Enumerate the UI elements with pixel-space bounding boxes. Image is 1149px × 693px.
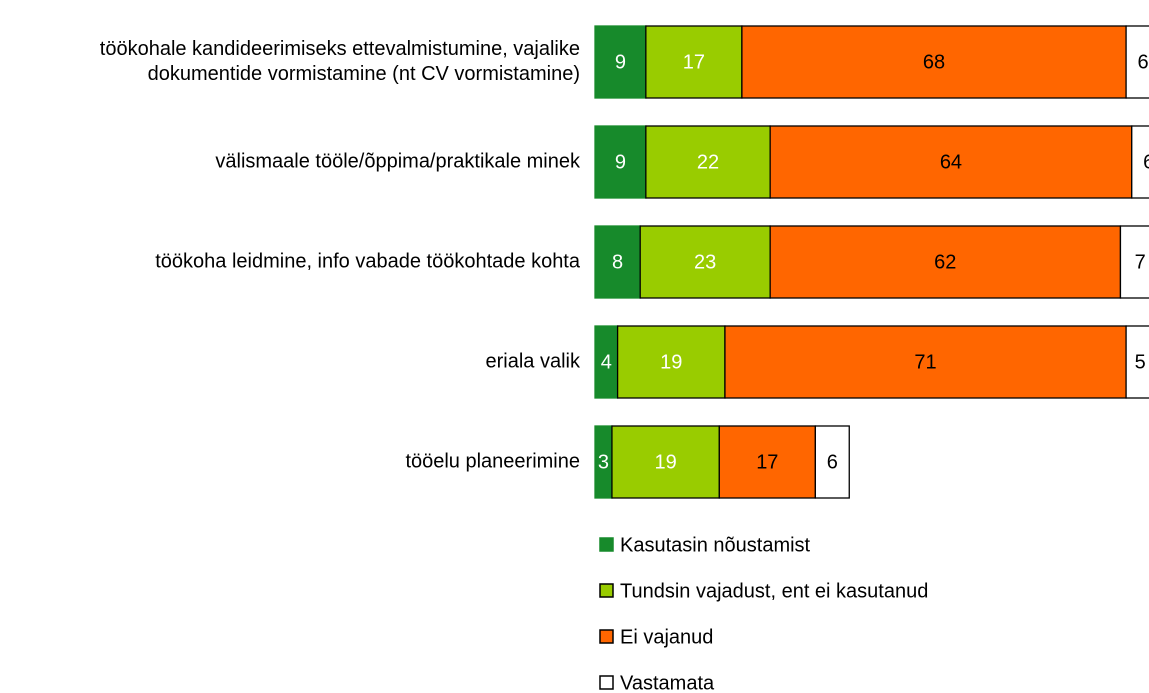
data-label: 23 [694,251,716,273]
bar-segment [1125,325,1149,399]
data-label: 19 [660,351,682,373]
data-label: 17 [683,51,705,73]
legend-swatch [599,537,614,552]
legend-label: Tundsin vajadust, ent ei kasutanud [620,580,928,602]
data-label: 7 [1135,251,1146,273]
data-label: 17 [756,451,778,473]
bar-segment [594,125,647,199]
data-label: 4 [601,351,612,373]
bar-segment [1119,225,1149,299]
bar-segment [724,325,1127,399]
data-label: 62 [934,251,956,273]
bar-segment [1125,25,1149,99]
data-label: 71 [914,351,936,373]
legend-label: Kasutasin nõustamist [620,534,811,556]
bar-segment [814,425,850,499]
bar-segment [741,25,1127,99]
category-label: eriala valik [485,350,580,373]
legend-label: Ei vajanud [620,626,713,648]
data-label: 9 [615,51,626,73]
legend-swatch [599,583,614,598]
data-label: 22 [697,151,719,173]
bar-segment [611,425,720,499]
data-label: 8 [612,251,623,273]
category-label: välismaale tööle/õppima/praktikale minek [215,150,580,173]
data-label: 64 [940,151,962,173]
category-label: töökoha leidmine, info vabade töökohtade… [155,250,580,273]
bar-segment [639,225,771,299]
data-label: 6 [1143,151,1149,173]
category-label: tööelu planeerimine [405,450,580,473]
data-label: 9 [615,151,626,173]
data-label: 5 [1135,351,1146,373]
legend-label: Vastamata [620,672,715,693]
data-label: 68 [923,51,945,73]
bar-segment [645,25,743,99]
bar-segment [769,225,1122,299]
legend-swatch [599,675,614,690]
data-label: 6 [1137,51,1148,73]
data-label: 19 [655,451,677,473]
legend-swatch [599,629,614,644]
data-label: 3 [598,451,609,473]
data-label: 6 [827,451,838,473]
category-label: töökohale kandideerimiseks ettevalmistum… [99,38,580,85]
